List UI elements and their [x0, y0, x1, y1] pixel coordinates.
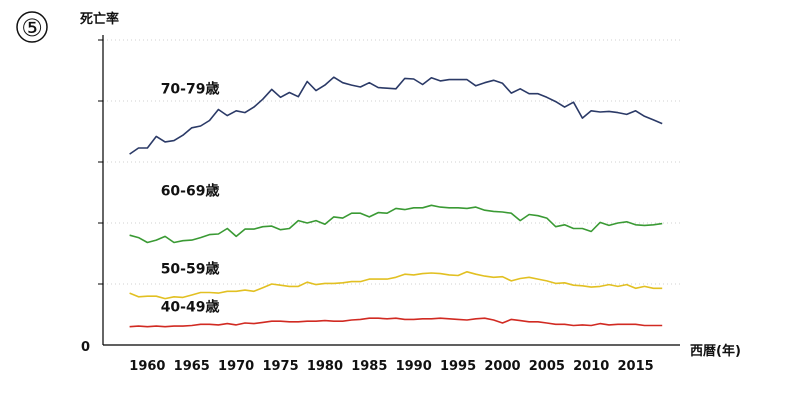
x-tick-label: 2005	[529, 359, 565, 374]
badge-circle	[16, 11, 48, 43]
x-tick-label: 2000	[484, 359, 520, 374]
axes	[102, 35, 680, 346]
grid-lines	[98, 39, 680, 285]
series-line-60-69歳	[129, 204, 663, 244]
x-tick-label: 2010	[573, 359, 609, 374]
y-origin-label: 0	[81, 340, 90, 355]
series-label: 50-59歳	[161, 261, 220, 278]
x-tick-label: 1960	[129, 359, 165, 374]
x-tick-label: 2015	[618, 359, 654, 374]
series-label: 60-69歳	[161, 183, 220, 200]
series-label: 40-49歳	[161, 298, 220, 315]
series-lines	[129, 76, 663, 328]
x-tick-label: 1975	[262, 359, 298, 374]
x-tick-label: 1965	[174, 359, 210, 374]
x-tick-label: 1990	[396, 359, 432, 374]
x-tick-label: 1980	[307, 359, 343, 374]
figure-number-badge: ⑤	[16, 11, 48, 43]
y-axis-title: 死亡率	[80, 11, 119, 27]
x-tick-label: 1970	[218, 359, 254, 374]
series-label: 70-79歳	[161, 81, 220, 98]
badge-number: ⑤	[21, 14, 43, 42]
series-labels: 70-79歳 60-69歳 50-59歳 40-49歳	[161, 81, 220, 316]
x-axis-title: 西暦(年)	[690, 343, 741, 359]
series-line-40-49歳	[129, 317, 663, 328]
x-tick-label: 1995	[440, 359, 476, 374]
series-line-50-59歳	[129, 270, 663, 300]
x-tick-label: 1985	[351, 359, 387, 374]
x-axis-ticks: 1960 1965 1970 1975 1980 1985 1990 1995 2000 2005…	[129, 359, 653, 374]
series-line-70-79歳	[129, 76, 663, 155]
